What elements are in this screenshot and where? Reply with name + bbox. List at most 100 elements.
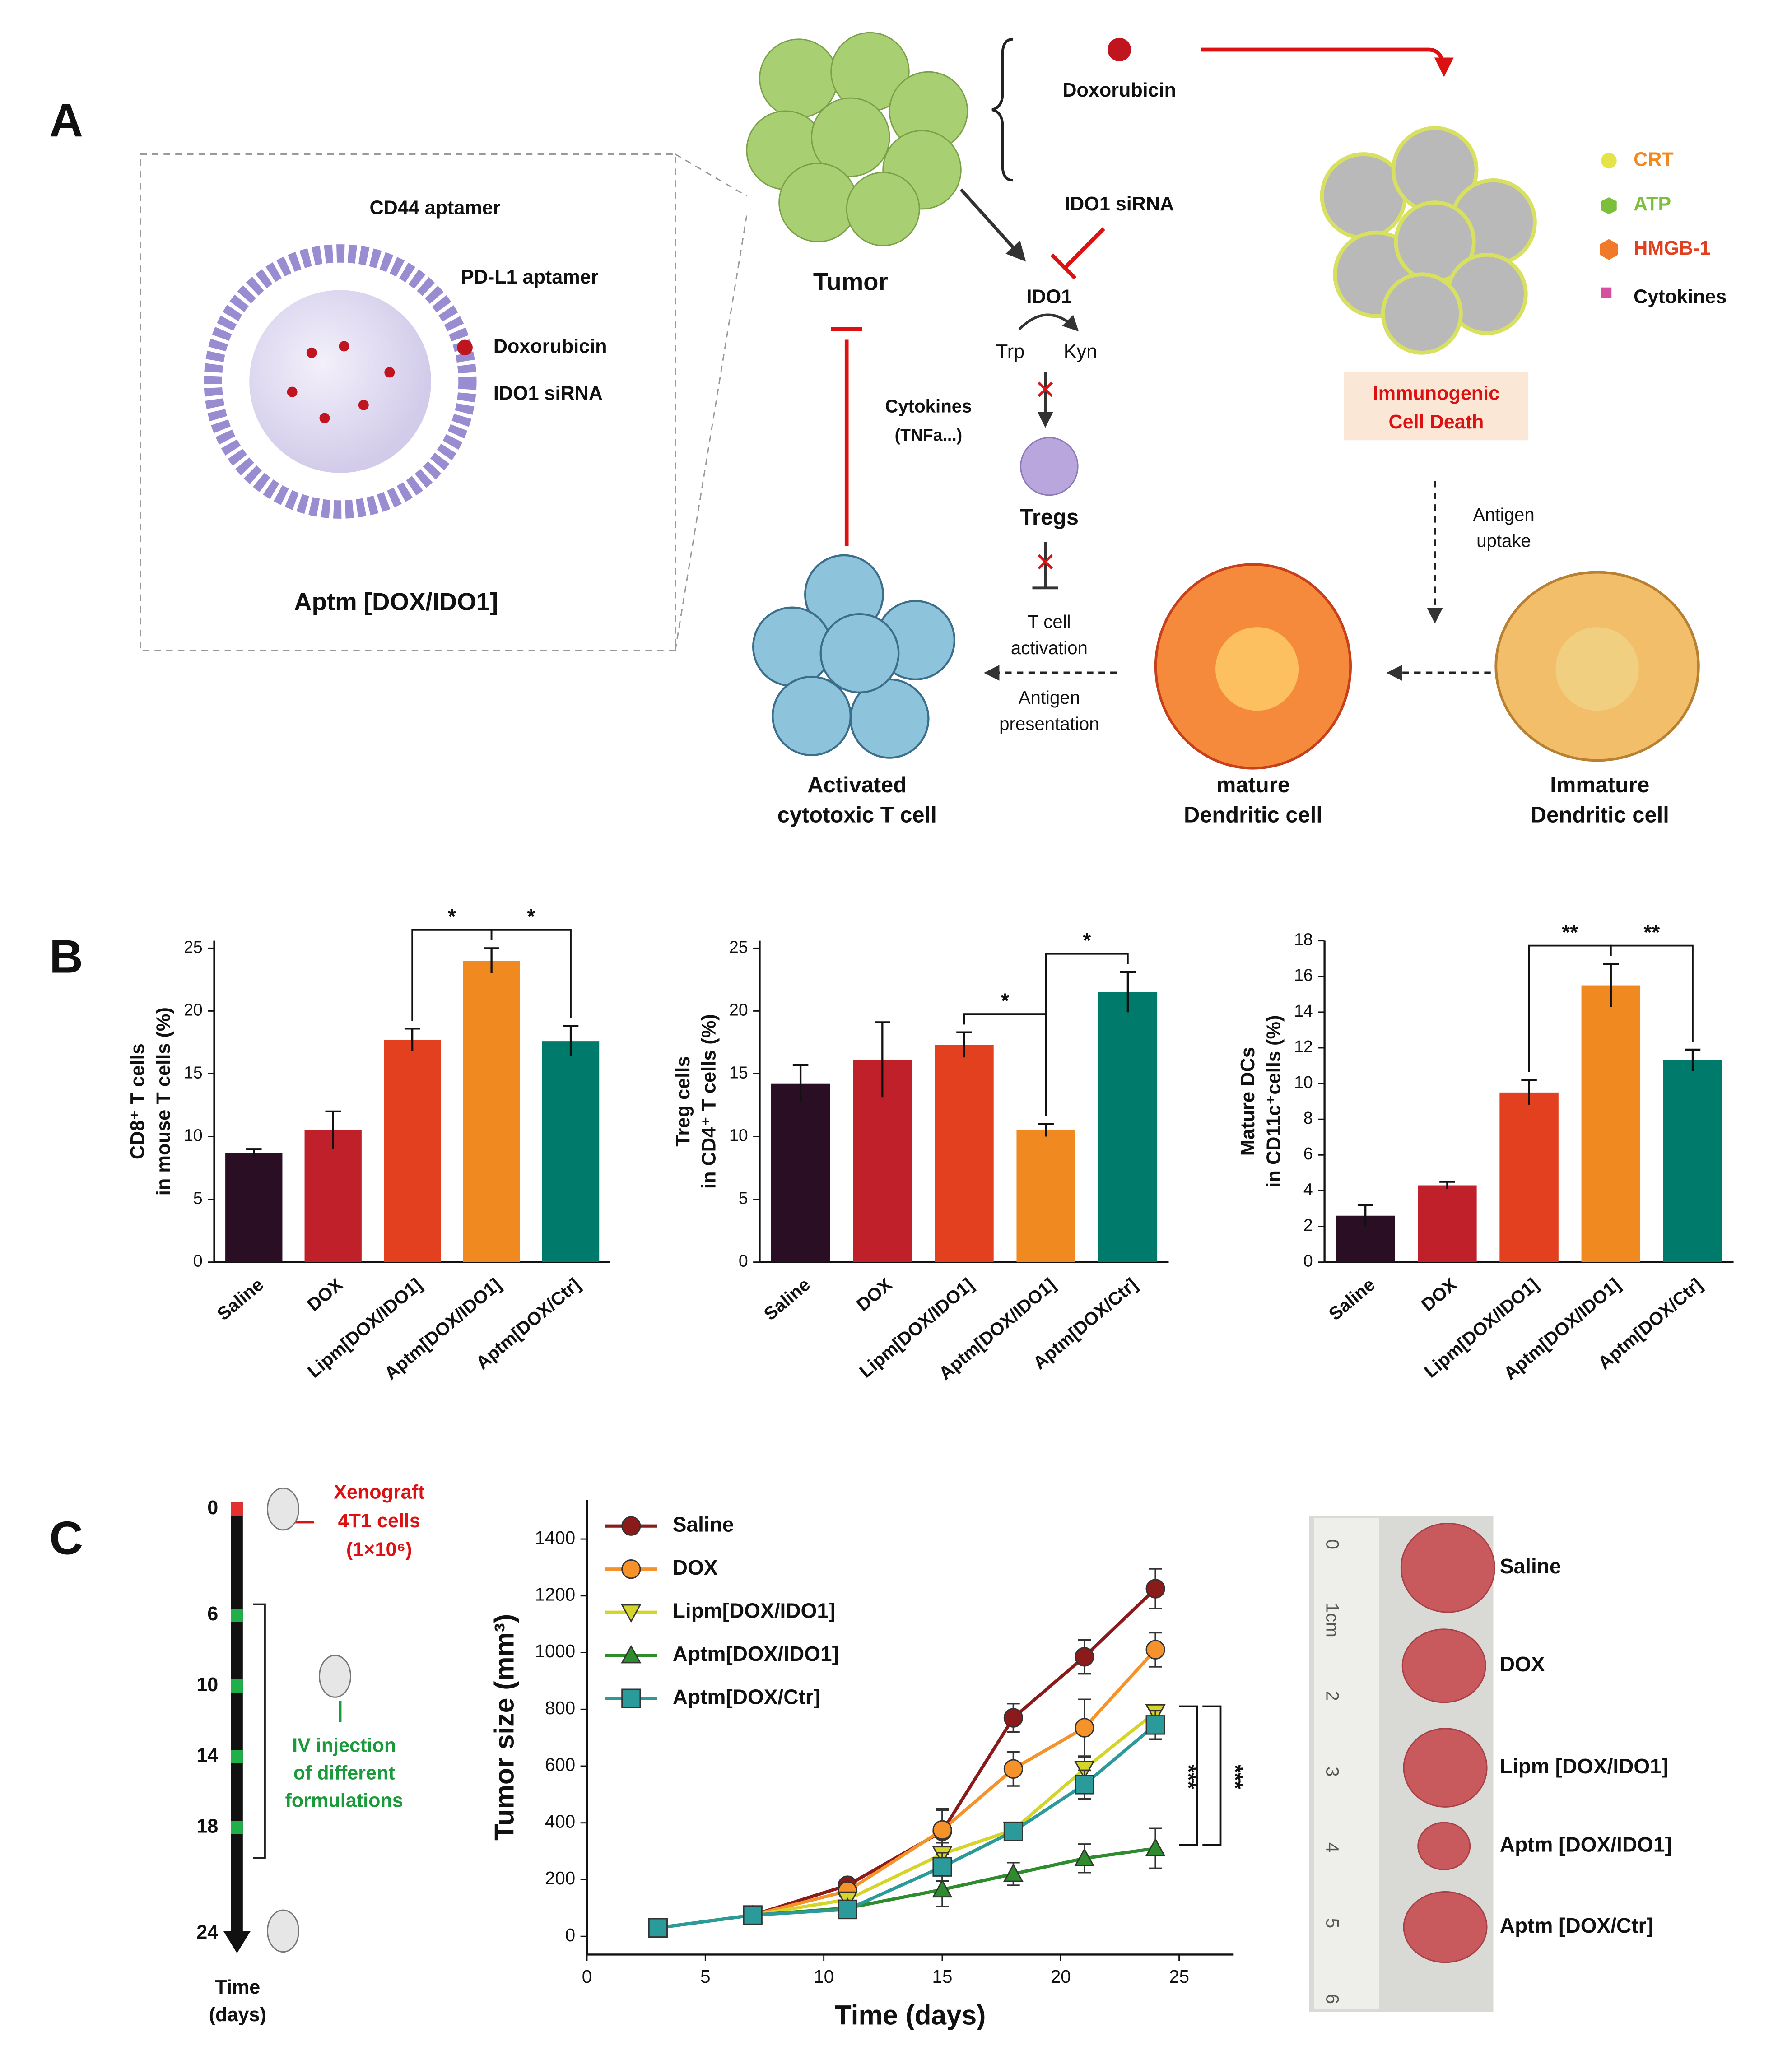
legend-label: Saline: [673, 1512, 734, 1536]
diagram-label: Cytokines: [1634, 286, 1727, 307]
mice: [267, 1487, 351, 1953]
timeline-tick: [231, 1609, 243, 1622]
diagram-label: Xenograft: [334, 1481, 424, 1503]
y-axis-label: Treg cells: [672, 1056, 694, 1147]
cross: ✕: [1034, 376, 1056, 405]
ruler-label: 2: [1322, 1691, 1343, 1701]
diagram-label: Aptm [DOX/IDO1]: [294, 587, 498, 615]
point: [621, 1645, 642, 1664]
point: [621, 1688, 641, 1708]
bar: [225, 1153, 283, 1262]
diagram-label: HMGB-1: [1634, 237, 1710, 259]
diagram-label: ATP: [1634, 193, 1671, 215]
bar: [1098, 992, 1158, 1262]
diagram-label: Doxorubicin: [1062, 79, 1176, 101]
diagram-label: PD-L1 aptamer: [461, 266, 599, 288]
point: [1003, 1863, 1024, 1882]
diagram-label: of different: [293, 1762, 395, 1784]
point: [1003, 1759, 1023, 1779]
ruler-label: 1cm: [1322, 1603, 1343, 1637]
y-tick-label: 1000: [535, 1641, 576, 1661]
x-tick-label: DOX: [1417, 1274, 1461, 1316]
timeline-tick: [231, 1750, 243, 1763]
point: [621, 1559, 641, 1579]
legend-label: DOX: [673, 1556, 718, 1579]
bar: [771, 1083, 830, 1262]
ruler: [1314, 1518, 1379, 2009]
y-tick-label: 16: [1294, 966, 1313, 985]
nanoparticle-core: [249, 290, 431, 473]
diagram-label: Immunogenic: [1373, 382, 1499, 404]
significance-label: *: [527, 905, 535, 928]
dead-cells: [1320, 126, 1537, 355]
significance-bracket: [1202, 1705, 1222, 1846]
diagram-label: (1×10⁶): [346, 1539, 412, 1561]
significance-label: **: [1643, 921, 1660, 944]
diagram-label: Kyn: [1064, 341, 1097, 363]
photo-label: Aptm [DOX/IDO1]: [1500, 1832, 1672, 1856]
photo-label: Saline: [1500, 1554, 1561, 1578]
significance-label: *: [448, 905, 456, 928]
legend-label: Aptm[DOX/IDO1]: [673, 1642, 839, 1665]
treg-cell: [1020, 437, 1079, 496]
inhibit: [1063, 227, 1105, 270]
diagram-label: CD44 aptamer: [369, 197, 500, 219]
point: [1145, 1640, 1165, 1660]
point: [1075, 1718, 1094, 1738]
arrow: [1018, 313, 1079, 332]
point: [1074, 1848, 1095, 1866]
diagram-label: Tumor: [813, 267, 888, 295]
y-axis-label: in CD4⁺ T cells (%): [698, 1014, 720, 1189]
diagram-label: IV injection: [292, 1735, 396, 1757]
diagram-label: 4T1 cells: [338, 1510, 420, 1532]
nucleus: [1215, 627, 1299, 711]
timeline-bar: [231, 1502, 243, 1934]
diagram-label: Trp: [996, 341, 1024, 363]
y-tick-label: 18: [1294, 930, 1313, 949]
x-tick-label: Saline: [1325, 1274, 1379, 1325]
diagram-label: Dendritic cell: [1184, 803, 1322, 828]
y-tick-label: 15: [729, 1063, 748, 1082]
diagram-label: IDO1: [1027, 286, 1072, 307]
y-tick-label: 5: [193, 1188, 203, 1207]
timeline-tick-label: 10: [196, 1674, 218, 1696]
nanoparticle-shell: [204, 244, 477, 519]
point: [1075, 1775, 1094, 1795]
y-tick-label: 14: [1294, 1001, 1313, 1020]
arrow: [959, 188, 1026, 262]
significance-label: ***: [1224, 1765, 1247, 1789]
y-tick-label: 0: [1303, 1251, 1313, 1270]
ruler-label: 4: [1322, 1842, 1343, 1853]
point: [743, 1905, 763, 1925]
y-tick-label: 10: [1294, 1073, 1313, 1092]
bar: [1663, 1060, 1722, 1262]
diagram-label: Cell Death: [1388, 411, 1484, 433]
bar: [463, 961, 520, 1262]
injection-bracket: [253, 1603, 266, 1859]
y-tick-label: 600: [545, 1754, 575, 1775]
diagram-label: T cell: [1028, 611, 1071, 632]
y-axis-label: in mouse T cells (%): [153, 1007, 175, 1195]
panel-label: B: [49, 930, 83, 983]
diagram-label: (TNFa...): [895, 425, 963, 444]
diagram-label: activation: [1011, 637, 1088, 658]
legend-atp: [1601, 197, 1617, 214]
significance-bracket: [1610, 944, 1694, 1042]
x-tick-label: 5: [700, 1966, 710, 1987]
cross: ✕: [1034, 548, 1056, 577]
point: [621, 1604, 642, 1623]
icd-box: [1344, 372, 1529, 441]
bar: [304, 1130, 362, 1262]
timeline-tick-label: 6: [207, 1603, 218, 1625]
timeline-arrow: [223, 1931, 251, 1953]
y-tick-label: 25: [729, 937, 748, 956]
diagram-label: Cytokines: [885, 396, 972, 417]
ruler-label: 0: [1322, 1539, 1343, 1549]
legend-label: Lipm[DOX/IDO1]: [673, 1599, 835, 1622]
diagram-label: (days): [209, 2004, 266, 2026]
x-tick-label: 20: [1051, 1966, 1071, 1987]
t-cells: [752, 554, 956, 759]
timeline-tick: [231, 1679, 243, 1693]
point: [1075, 1647, 1094, 1667]
